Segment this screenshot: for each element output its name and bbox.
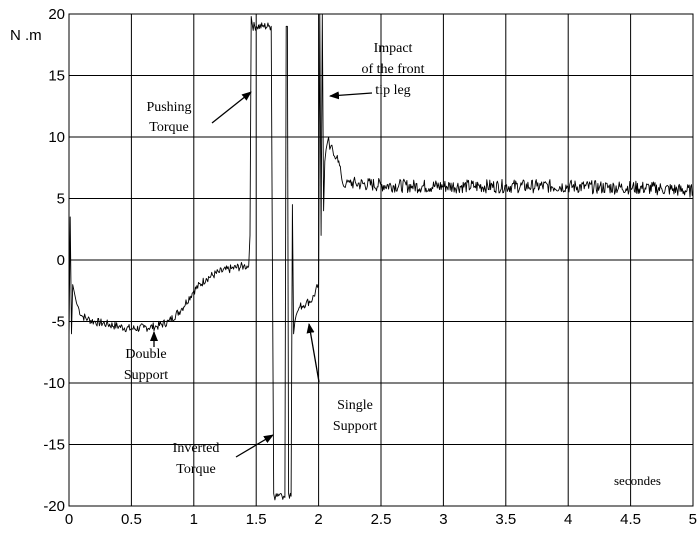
- y-tick-label: -15: [43, 437, 65, 454]
- y-tick-label: 5: [57, 191, 65, 208]
- annotation-line: Double: [125, 347, 166, 362]
- annotation-inverted-torque: Inverted Torque: [173, 434, 274, 477]
- x-tick-label: 0: [65, 511, 73, 528]
- annotation-line: Torque: [149, 120, 188, 135]
- annotation-arrow: [306, 323, 320, 383]
- x-tick-label: 3: [439, 511, 447, 528]
- y-tick-label: 0: [57, 252, 65, 269]
- x-tick-labels: 0 0.5 1 1.5 2 2.5 3 3.5 4 4.5 5: [65, 511, 697, 528]
- annotation-pushing-torque: Pushing Torque: [146, 91, 252, 135]
- x-tick-label: 4: [564, 511, 572, 528]
- annotation-line: Pushing: [146, 100, 191, 115]
- annotation-line: Support: [124, 368, 168, 383]
- x-tick-label: 3.5: [495, 511, 516, 528]
- annotation-line: of the front: [362, 62, 425, 77]
- x-tick-label: 1: [190, 511, 198, 528]
- annotation-line: tip leg: [375, 83, 410, 98]
- y-tick-label: 10: [48, 129, 65, 146]
- y-tick-label: -10: [43, 375, 65, 392]
- annotation-impact-front-tip-leg: Impact of the front tip leg: [329, 41, 425, 100]
- plot-frame: [68, 13, 694, 507]
- series-layer: [68, 13, 694, 501]
- x-tick-label: 1.5: [246, 511, 267, 528]
- annotation-arrow: [211, 91, 252, 124]
- annotation-arrow: [235, 434, 274, 458]
- x-axis-label: secondes: [614, 473, 661, 488]
- y-tick-label: -5: [52, 314, 65, 331]
- annotation-single-support: Single Support: [306, 323, 377, 434]
- x-tick-label: 5: [689, 511, 697, 528]
- annotation-line: Support: [333, 419, 377, 434]
- annotation-line: Impact: [374, 41, 413, 56]
- annotation-line: Torque: [176, 462, 215, 477]
- x-tick-label: 4.5: [620, 511, 641, 528]
- series-line: [68, 13, 694, 501]
- y-tick-labels: -20 -15 -10 -5 0 5 10 15 20: [43, 6, 65, 515]
- y-tick-label: 20: [48, 6, 65, 23]
- annotation-line: Inverted: [173, 441, 220, 456]
- y-axis-label: N .m: [10, 27, 42, 44]
- y-tick-label: -20: [43, 498, 65, 515]
- annotation-line: Single: [337, 398, 373, 413]
- y-tick-label: 15: [48, 68, 65, 85]
- x-tick-label: 2.5: [371, 511, 392, 528]
- annotation-arrow: [329, 91, 373, 100]
- annotation-double-support: Double Support: [124, 331, 168, 383]
- x-tick-label: 2: [314, 511, 322, 528]
- x-tick-label: 0.5: [121, 511, 142, 528]
